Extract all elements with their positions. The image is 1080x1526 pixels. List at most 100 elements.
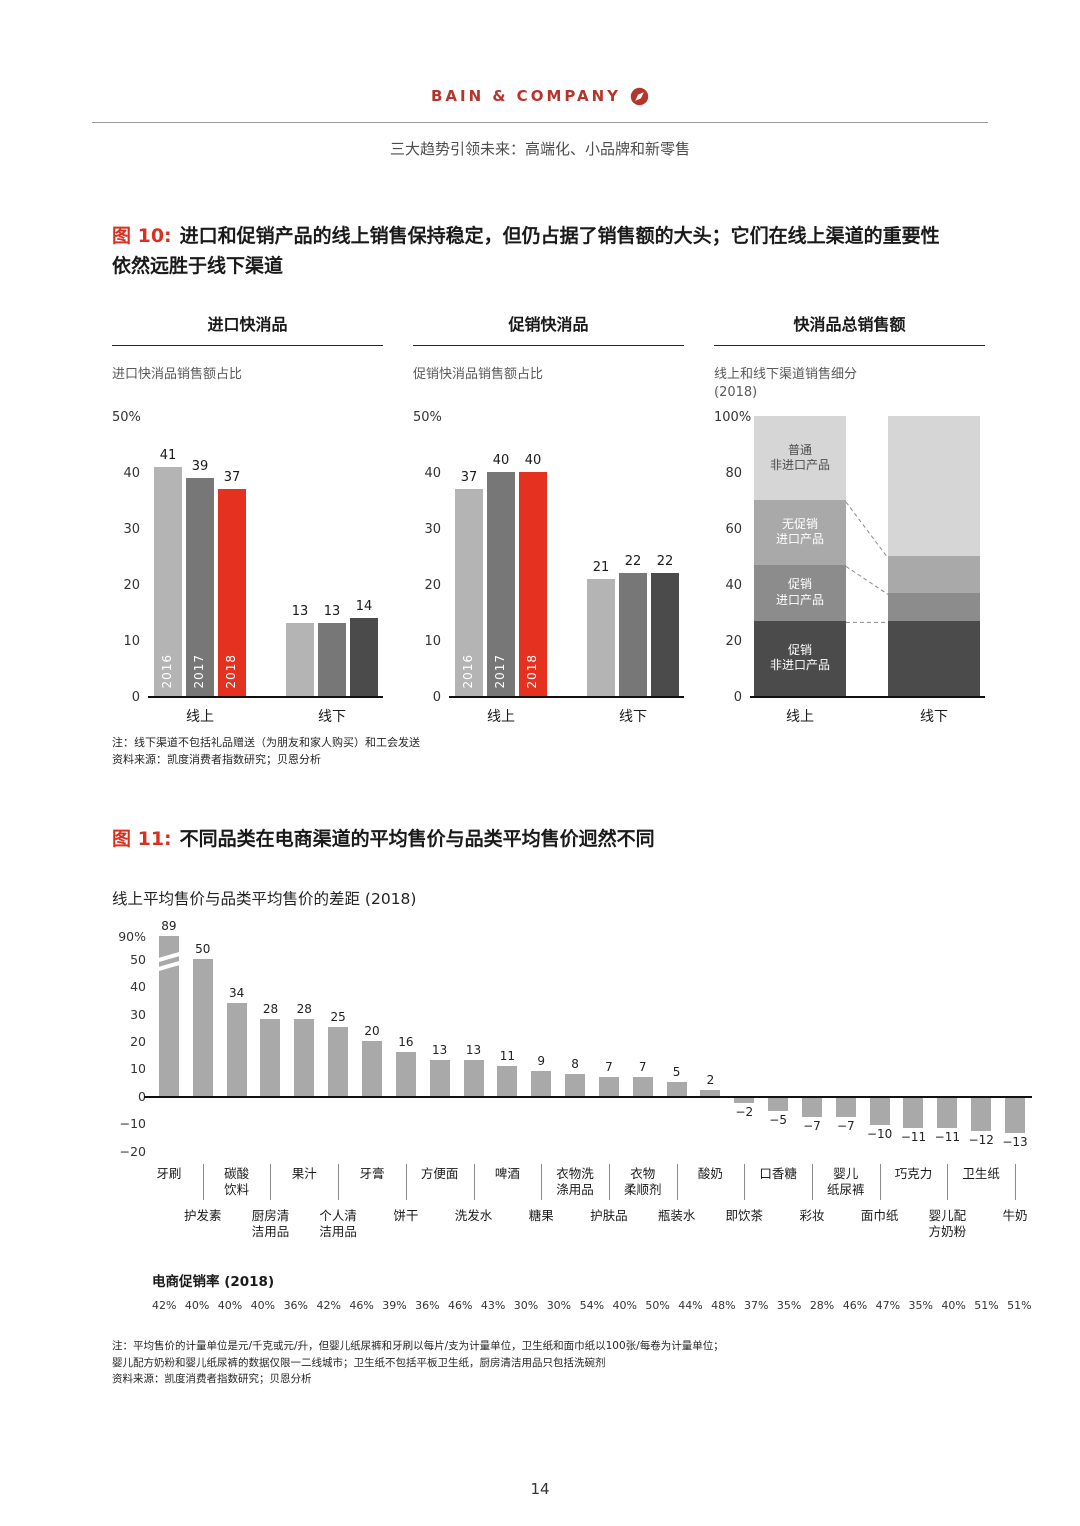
category-label-彩妆: 彩妆 <box>799 1207 825 1223</box>
bar-护肤品 <box>598 1076 619 1096</box>
bar-value-label: −2 <box>735 1105 754 1120</box>
panel-imported-header: 进口快消品 <box>112 311 383 347</box>
bar-糖果 <box>531 1071 552 1096</box>
bar-year-label: 2018 <box>525 653 539 689</box>
y-tick-50: 50% <box>112 410 141 426</box>
promo-rate-value: 35% <box>908 1298 933 1312</box>
label-separator <box>405 1163 407 1200</box>
bar-卫生纸 <box>971 1097 992 1131</box>
category-slot-卫生纸: 卫生纸 <box>962 1162 1000 1256</box>
stacked-bar-线下: 线下 <box>888 416 980 725</box>
promo-rate-value: 50% <box>645 1298 670 1312</box>
imported-fmcg-bar-chart: 50% 40 30 20 10 0 41 2016 39 2017 37 2018 线上 13 13 14 线… <box>112 410 383 725</box>
bar-value-label: 25 <box>330 1010 346 1025</box>
segment-普通非进口产品: 普通 非进口产品 <box>754 416 846 501</box>
category-slot-个人清洁用品: 个人清 洁用品 <box>319 1162 357 1256</box>
segment-connector-lines <box>846 501 888 624</box>
y-tick-0: 0 <box>138 1088 146 1104</box>
promo-rate-value: 36% <box>283 1298 309 1312</box>
bar-rect: 2017 <box>186 477 214 697</box>
figure-10-title: 图 10: 进口和促销产品的线上销售保持稳定，但仍占据了销售额的大头；它们在线上渠… <box>112 221 942 282</box>
y-tick-40: 40 <box>130 979 146 995</box>
plot-area: 89 50 34 28 28 25 20 16 13 13 11 9 8 7 7 5 2 −2 −5 −7 −7 −10−… <box>144 919 1032 1158</box>
y-tick-60: 60 <box>725 522 742 538</box>
category-label-护肤品: 护肤品 <box>590 1207 628 1223</box>
bar-year-label: 2016 <box>160 653 174 689</box>
x-axis-label-线下: 线下 <box>619 709 647 726</box>
bar-value-label: 28 <box>296 1002 312 1017</box>
panel-total-fmcg: 快消品总销售额 线上和线下渠道销售细分 (2018) 100% 80 60 40 20 0… <box>714 311 985 725</box>
promo-rate-value: 47% <box>875 1298 901 1312</box>
bar-rect <box>350 617 378 697</box>
category-slot-酸奶: 酸奶 <box>694 1162 728 1256</box>
figure-11-title-text: 不同品类在电商渠道的平均售价与品类平均售价迥然不同 <box>179 828 655 851</box>
promo-rate-value: 42% <box>316 1298 341 1312</box>
segment-促销进口产品 <box>888 592 980 621</box>
category-slot-即饮茶: 即饮茶 <box>726 1162 763 1256</box>
panel-imported-fmcg: 进口快消品 进口快消品销售额占比 50% 40 30 20 10 0 41 2016 39 20… <box>112 311 383 725</box>
y-tick-0: 0 <box>131 690 140 706</box>
bar-value-label: 37 <box>460 470 478 486</box>
figure-11-note2: 婴儿配方奶粉和婴儿纸尿裤的数据仅限一二线城市；卫生纸不包括平板卫生纸，厨房清洁用… <box>112 1356 606 1369</box>
category-label-瓶装水: 瓶装水 <box>657 1207 696 1223</box>
label-separator <box>1015 1163 1017 1200</box>
connector-line <box>846 566 888 596</box>
bar-巧克力 <box>903 1097 924 1128</box>
y-axis: 100% 80 60 40 20 0 <box>714 410 751 705</box>
figure-11-label: 图 11: <box>112 828 172 851</box>
category-label-方便面: 方便面 <box>420 1165 459 1181</box>
plot-area: 37 2016 40 2017 40 2018 线上 21 22 22 线下 <box>449 418 684 725</box>
promo-rate-values: 42% 40% 40% 40% 36% 42% 46% 39% 36% 46% 43% 30% 30% 5… <box>152 1299 1032 1312</box>
bar-2017: 13 <box>318 604 346 697</box>
y-tick-30: 30 <box>130 1006 146 1022</box>
category-slot-巧克力: 巧克力 <box>895 1162 933 1256</box>
bar-彩妆 <box>801 1097 822 1117</box>
bar-牙膏 <box>361 1040 382 1096</box>
promo-rate-value: 40% <box>217 1298 243 1312</box>
segment-无促销进口产品: 无促销 进口产品 <box>754 500 846 565</box>
bar-牛奶 <box>1005 1097 1026 1134</box>
bar-value-label: 13 <box>323 604 341 620</box>
bar-rect: 2017 <box>487 472 515 697</box>
price-gap-chart-title: 线上平均售价与品类平均售价的差距 (2018) <box>112 889 417 908</box>
y-tick-0: 0 <box>432 690 441 706</box>
category-slot-洗发水: 洗发水 <box>455 1162 492 1256</box>
compass-icon <box>630 87 649 105</box>
figure-11-source: 资料来源：凯度消费者指数研究；贝恩分析 <box>112 1373 312 1386</box>
bar-slot-婴儿配方奶粉: −11 <box>930 933 964 1158</box>
bar-slot-牙膏: 20 <box>355 933 389 1158</box>
figure-11-note1: 注：平均售价的计量单位是元/千克或元/升，但婴儿纸尿裤和牙刷以每片/支为计量单位… <box>112 1339 724 1352</box>
bar-口香糖 <box>768 1097 789 1112</box>
category-slot-衣物柔顺剂: 衣物 柔顺剂 <box>624 1162 662 1256</box>
figure-10-source: 资料来源：凯度消费者指数研究；贝恩分析 <box>112 753 321 767</box>
bar-value-label: 13 <box>465 1043 482 1058</box>
category-label-衣物洗涤用品: 衣物洗 涤用品 <box>556 1165 594 1198</box>
bar-slot-面巾纸: −10 <box>863 933 897 1158</box>
category-slot-果汁: 果汁 <box>287 1162 321 1256</box>
bar-瓶装水 <box>666 1082 687 1096</box>
bar-year-label: 2017 <box>192 653 206 689</box>
category-label-碳酸饮料: 碳酸 饮料 <box>224 1165 250 1198</box>
bar-value-label: 39 <box>191 458 209 474</box>
category-labels: 牙刷 护发素 碳酸 饮料 厨房清 洁用品 果汁 个人清 洁用品 牙膏 饼干 方便面 洗发水 啤酒 糖果… <box>152 1162 1032 1256</box>
bar-rect <box>619 573 647 697</box>
category-label-口香糖: 口香糖 <box>759 1165 797 1181</box>
total-fmcg-stacked-chart: 100% 80 60 40 20 0 普通 非进口产品 无促销 进口产品 促销 进口产品 促销 … <box>714 410 985 725</box>
promo-rate-value: 28% <box>809 1298 835 1312</box>
figure-10-panels: 进口快消品 进口快消品销售额占比 50% 40 30 20 10 0 41 2016 39 20… <box>112 311 985 725</box>
promo-rate-value: 30% <box>513 1298 539 1312</box>
figure-11-title: 图 11: 不同品类在电商渠道的平均售价与品类平均售价迥然不同 <box>112 824 942 854</box>
y-tick-40: 40 <box>123 466 140 482</box>
label-separator <box>947 1163 949 1200</box>
page-number: 14 <box>530 1480 550 1498</box>
category-slot-衣物洗涤用品: 衣物洗 涤用品 <box>556 1162 594 1256</box>
promo-rate-value: 30% <box>546 1298 572 1312</box>
bar-slot-护发素: 50 <box>186 933 220 1158</box>
y-tick-80: 80 <box>725 466 742 482</box>
y-tick-50: 50 <box>130 951 146 967</box>
bar-value-label: −10 <box>866 1127 893 1142</box>
label-separator <box>473 1163 475 1200</box>
label-separator <box>270 1163 272 1200</box>
category-label-衣物柔顺剂: 衣物 柔顺剂 <box>623 1165 662 1198</box>
